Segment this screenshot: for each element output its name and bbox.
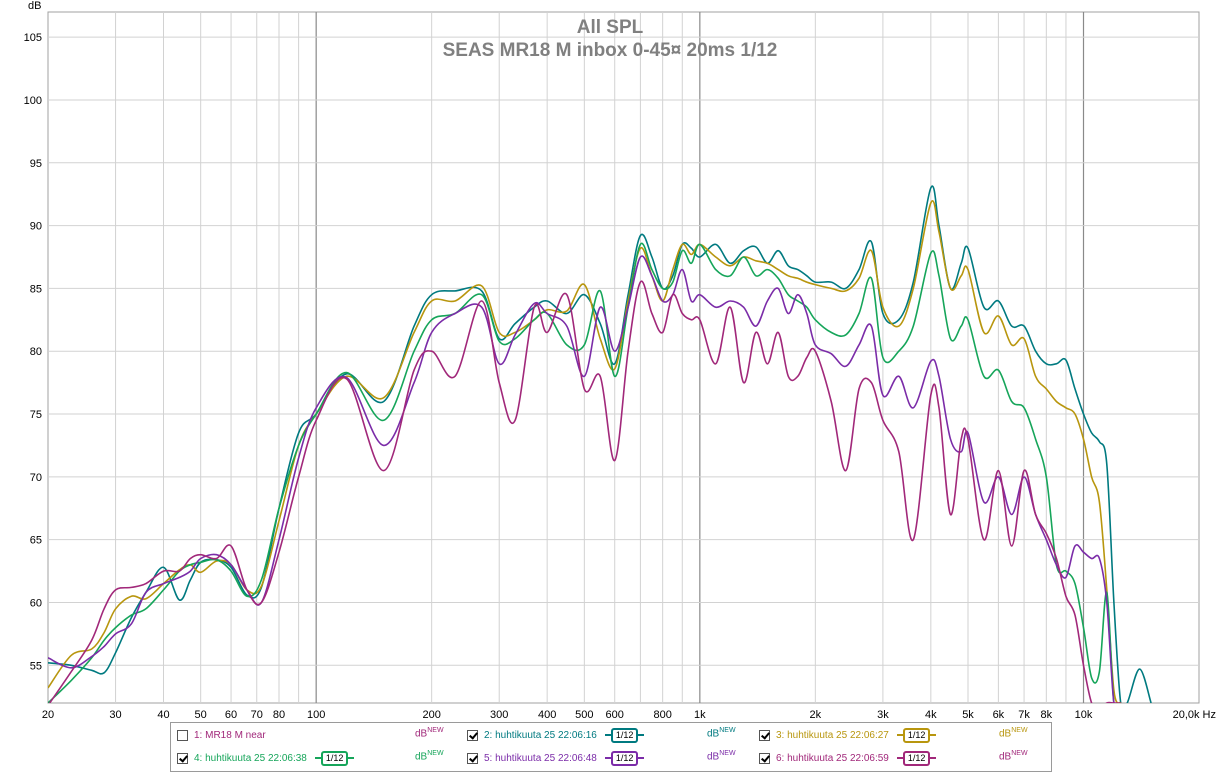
legend-unit-2[interactable]: dBNEW [707, 727, 736, 740]
legend-checkbox-4[interactable] [177, 752, 188, 764]
y-tick-label: 55 [30, 660, 42, 672]
x-tick-label: 5k [962, 709, 974, 721]
x-tick-label: 3k [877, 709, 889, 721]
legend-label-1: 1: MR18 M near [194, 729, 266, 741]
legend-checkbox-3[interactable] [759, 729, 770, 741]
y-axis-unit: dB [28, 0, 41, 12]
chart-title: All SPL [577, 17, 644, 38]
smoothing-badge-4[interactable]: 1/12 [314, 750, 355, 766]
x-tick-label: 7k [1018, 709, 1030, 721]
x-tick-label: 200 [422, 709, 440, 721]
x-tick-label: 500 [575, 709, 593, 721]
series-line-2 [48, 185, 1152, 703]
legend-checkbox-2[interactable] [467, 729, 478, 741]
x-tick-label: 4k [925, 709, 937, 721]
legend-checkbox-6[interactable] [759, 752, 770, 764]
legend-label-2: 2: huhtikuuta 25 22:06:16 [484, 729, 597, 741]
x-tick-label: 50 [195, 709, 207, 721]
legend-label-5: 5: huhtikuuta 25 22:06:48 [484, 752, 597, 764]
smoothing-badge-6[interactable]: 1/12 [896, 750, 937, 766]
x-tick-label: 40 [157, 709, 169, 721]
legend-checkbox-1[interactable] [177, 729, 188, 741]
x-tick-label: 100 [307, 709, 325, 721]
legend-item-2[interactable]: 2: huhtikuuta 25 22:06:16 1/12 [467, 725, 645, 745]
plot-area [47, 11, 1200, 704]
y-tick-label: 90 [30, 221, 42, 233]
x-tick-label: 20,0k Hz [1173, 709, 1216, 721]
legend-unit-1[interactable]: dBNEW [415, 727, 444, 740]
legend-unit-6[interactable]: dBNEW [999, 750, 1028, 763]
x-tick-label: 6k [993, 709, 1005, 721]
legend-item-5[interactable]: 5: huhtikuuta 25 22:06:48 1/12 [467, 748, 645, 768]
y-tick-label: 85 [30, 283, 42, 295]
y-tick-label: 95 [30, 158, 42, 170]
y-tick-label: 105 [24, 32, 42, 44]
series-line-4 [48, 242, 1122, 703]
legend-item-4[interactable]: 4: huhtikuuta 25 22:06:38 1/12 [177, 748, 355, 768]
legend-item-1[interactable]: 1: MR18 M near [177, 725, 266, 745]
x-tick-label: 600 [606, 709, 624, 721]
x-tick-label: 1k [694, 709, 706, 721]
x-tick-label: 80 [273, 709, 285, 721]
x-tick-label: 30 [109, 709, 121, 721]
x-tick-label: 300 [490, 709, 508, 721]
y-tick-label: 100 [24, 95, 42, 107]
legend-item-3[interactable]: 3: huhtikuuta 25 22:06:27 1/12 [759, 725, 937, 745]
chart-subtitle: SEAS MR18 M inbox 0-45¤ 20ms 1/12 [443, 40, 778, 61]
legend-item-6[interactable]: 6: huhtikuuta 25 22:06:59 1/12 [759, 748, 937, 768]
legend-label-4: 4: huhtikuuta 25 22:06:38 [194, 752, 307, 764]
legend-unit-3[interactable]: dBNEW [999, 727, 1028, 740]
smoothing-badge-2[interactable]: 1/12 [604, 727, 645, 743]
y-tick-label: 60 [30, 597, 42, 609]
spl-chart: 55 60 65 70 75 80 85 90 95 100 105 20 30 40 50 60 70 80 10… [24, 0, 1216, 721]
smoothing-badge-3[interactable]: 1/12 [896, 727, 937, 743]
y-tick-label: 70 [30, 472, 42, 484]
legend-unit-5[interactable]: dBNEW [707, 750, 736, 763]
x-tick-label: 20 [42, 709, 54, 721]
x-tick-label: 10k [1075, 709, 1093, 721]
x-tick-label: 60 [225, 709, 237, 721]
x-tick-label: 800 [653, 709, 671, 721]
legend-label-3: 3: huhtikuuta 25 22:06:27 [776, 729, 889, 741]
smoothing-badge-5[interactable]: 1/12 [604, 750, 645, 766]
legend-unit-4[interactable]: dBNEW [415, 750, 444, 763]
legend-label-6: 6: huhtikuuta 25 22:06:59 [776, 752, 889, 764]
x-tick-label: 2k [810, 709, 822, 721]
series-line-6 [48, 280, 1121, 703]
y-tick-label: 80 [30, 346, 42, 358]
y-tick-label: 75 [30, 409, 42, 421]
legend-checkbox-5[interactable] [467, 752, 478, 764]
x-tick-label: 8k [1041, 709, 1053, 721]
y-tick-label: 65 [30, 535, 42, 547]
x-tick-label: 400 [538, 709, 556, 721]
x-tick-label: 70 [251, 709, 263, 721]
legend: 1: MR18 M near dBNEW 2: huhtikuuta 25 22… [170, 722, 1052, 772]
